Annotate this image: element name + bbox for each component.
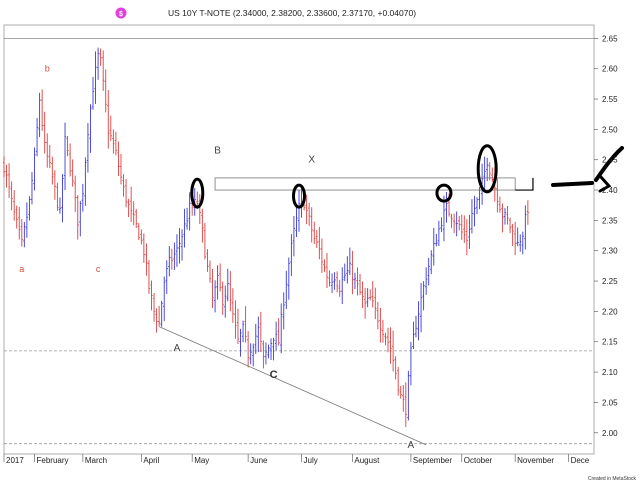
x-tick-label: Dece — [571, 456, 590, 465]
y-tick-label: 2.60 — [602, 65, 618, 74]
x-tick-label: 2017 — [6, 456, 24, 465]
x-tick-label: November — [517, 456, 554, 465]
x-tick-label: August — [354, 456, 380, 465]
hand-drawn-circle — [292, 183, 306, 209]
svg-text:$: $ — [119, 11, 123, 18]
resistance-box — [214, 177, 516, 191]
y-tick-label: 2.25 — [602, 277, 618, 286]
x-tick-label: July — [304, 456, 318, 465]
hand-drawn-check — [594, 146, 624, 182]
y-tick-label: 2.15 — [602, 338, 618, 347]
y-tick-label: 2.35 — [602, 216, 618, 225]
credit-text: Created in MetaStock — [588, 476, 637, 482]
hand-drawn-circle — [476, 144, 498, 194]
wave-label: A — [174, 343, 181, 354]
hand-drawn-circle — [190, 177, 205, 209]
x-tick-label: April — [143, 456, 159, 465]
x-tick-label: February — [37, 456, 69, 465]
x-tick-label: October — [464, 456, 493, 465]
x-tick-label: May — [194, 456, 209, 465]
wave-label: C — [270, 369, 278, 381]
y-tick-label: 2.10 — [602, 368, 618, 377]
hand-drawn-bracket — [515, 177, 534, 191]
x-tick-label: March — [85, 456, 107, 465]
y-tick-label: 2.45 — [602, 156, 618, 165]
wave-label: A — [408, 440, 415, 451]
chart-title: US 10Y T-NOTE (2.34000, 2.38200, 2.33600… — [168, 8, 416, 18]
y-tick-label: 2.20 — [602, 307, 618, 316]
hand-drawn-arrow — [551, 181, 594, 187]
metastock-logo-icon: $ — [115, 7, 127, 19]
wave-label: X — [308, 155, 315, 166]
hand-drawn-circle — [435, 183, 453, 203]
wave-label: b — [45, 64, 50, 74]
trend-line — [158, 326, 427, 446]
hand-drawn-arrowhead — [598, 174, 612, 193]
plot-frame — [3, 24, 595, 455]
y-tick-label: 2.55 — [602, 95, 618, 104]
wave-label: a — [19, 264, 24, 274]
x-tick-label: June — [250, 456, 268, 465]
wave-label: B — [214, 146, 221, 157]
y-tick-label: 2.50 — [602, 125, 618, 134]
y-tick-label: 2.65 — [602, 34, 618, 43]
y-tick-label: 2.05 — [602, 398, 618, 407]
y-tick-label: 2.40 — [602, 186, 618, 195]
x-tick-label: September — [413, 456, 452, 465]
y-tick-label: 2.30 — [602, 247, 618, 256]
y-tick-label: 2.00 — [602, 429, 618, 438]
wave-label: c — [96, 264, 101, 274]
